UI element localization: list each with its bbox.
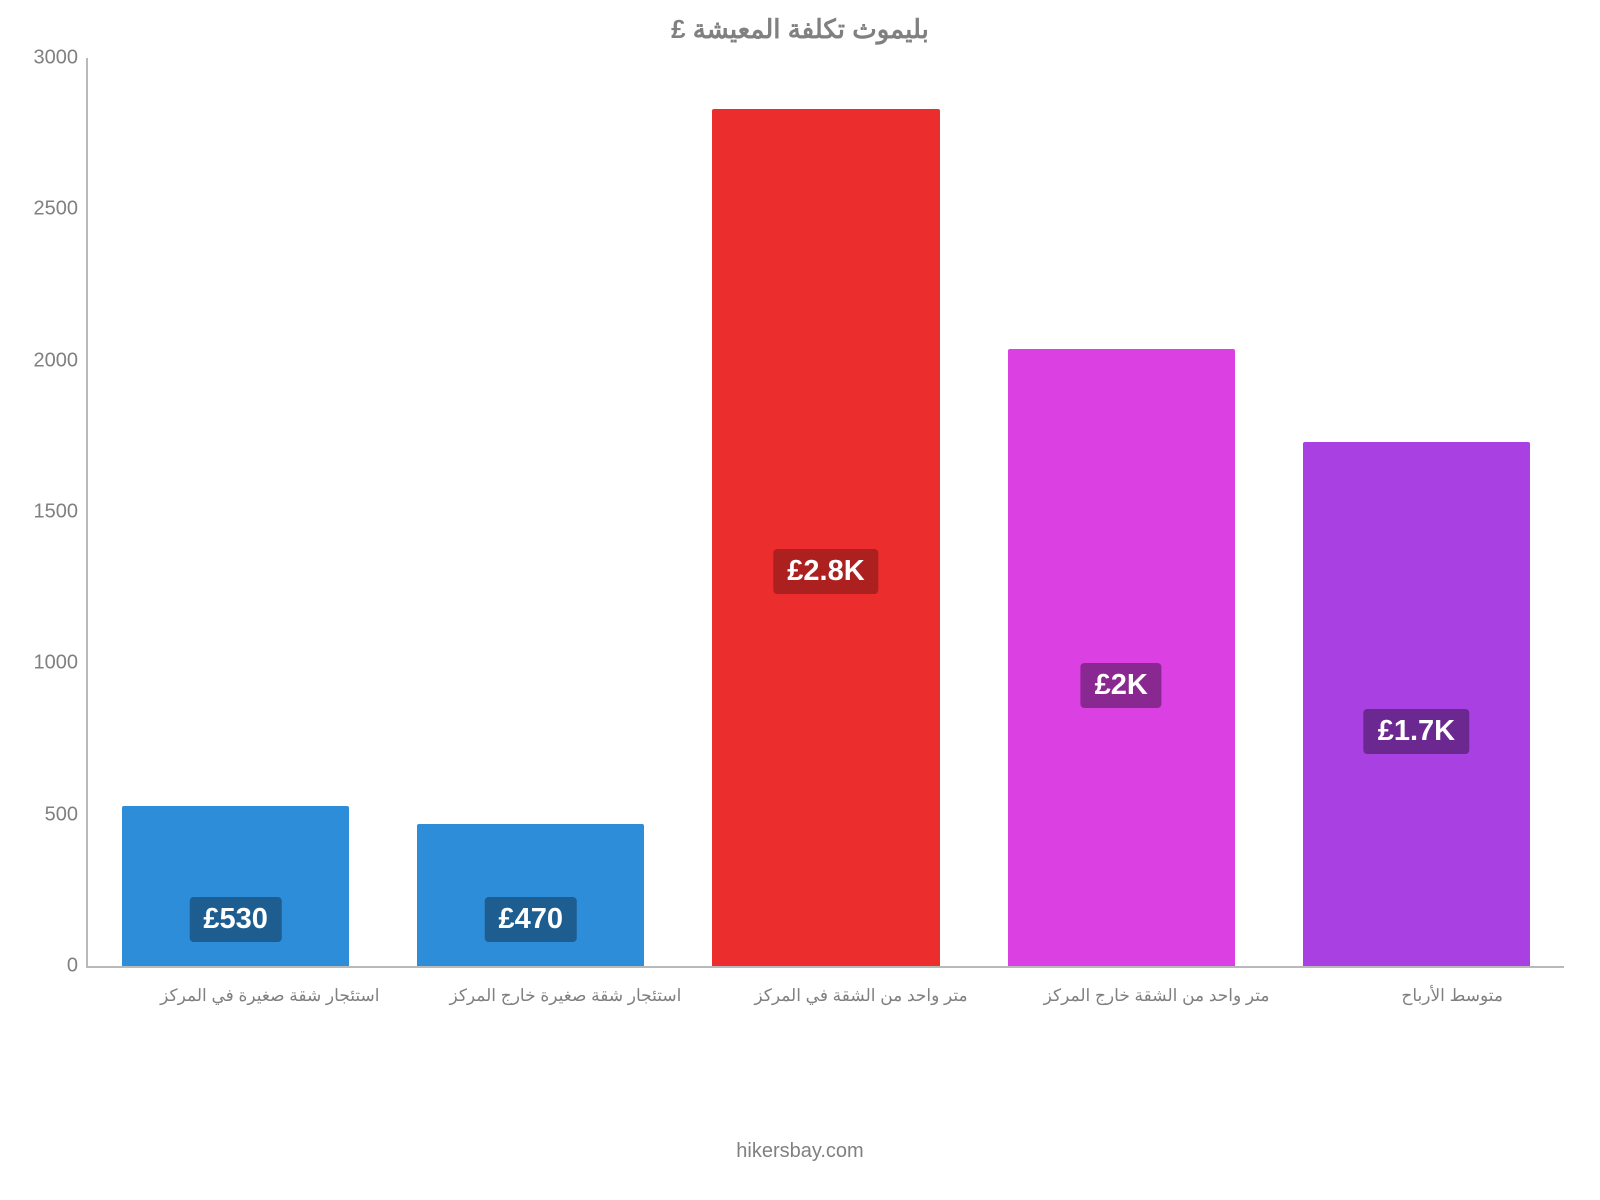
y-tick: 500 xyxy=(45,803,78,826)
bar-value-label: £530 xyxy=(189,897,282,942)
bar: £2K xyxy=(1008,349,1235,966)
bar: £1.7K xyxy=(1303,442,1530,966)
bar: £530 xyxy=(122,806,349,966)
bar-slot: £1.7K xyxy=(1269,58,1564,966)
bar: £2.8K xyxy=(712,109,939,966)
x-axis-label: استئجار شقة صغيرة في المركز xyxy=(122,986,418,1006)
bar-slot: £530 xyxy=(88,58,383,966)
bars-container: £530 £470 £2.8K £2K £1.7K xyxy=(88,58,1564,966)
x-axis-label: متوسط الأرباح xyxy=(1304,986,1600,1006)
y-axis-ticks: 050010001500200025003000 xyxy=(8,58,88,966)
y-tick: 2500 xyxy=(34,198,79,221)
bar-value-label: £470 xyxy=(485,897,578,942)
x-axis-label: متر واحد من الشقة خارج المركز xyxy=(1009,986,1305,1006)
x-axis-label: متر واحد من الشقة في المركز xyxy=(713,986,1009,1006)
chart-plot-area: 050010001500200025003000 £530£470£2.8K£2… xyxy=(86,58,1564,968)
bar-slot: £470 xyxy=(383,58,678,966)
bar: £470 xyxy=(417,824,644,966)
bar-value-label: £1.7K xyxy=(1364,709,1469,754)
attribution-text: hikersbay.com xyxy=(0,1140,1600,1163)
bar-value-label: £2K xyxy=(1081,663,1162,708)
y-tick: 1000 xyxy=(34,652,79,675)
y-tick: 2000 xyxy=(34,349,79,372)
bar-value-label: £2.8K xyxy=(773,549,878,594)
y-tick: 1500 xyxy=(34,501,79,524)
x-axis-labels: استئجار شقة صغيرة في المركزاستئجار شقة ص… xyxy=(122,986,1600,1006)
chart-title: بليموث تكلفة المعيشة £ xyxy=(0,14,1600,45)
bar-slot: £2.8K xyxy=(678,58,973,966)
x-axis-label: استئجار شقة صغيرة خارج المركز xyxy=(418,986,714,1006)
bar-slot: £2K xyxy=(974,58,1269,966)
y-tick: 3000 xyxy=(34,47,79,70)
y-tick: 0 xyxy=(67,955,78,978)
